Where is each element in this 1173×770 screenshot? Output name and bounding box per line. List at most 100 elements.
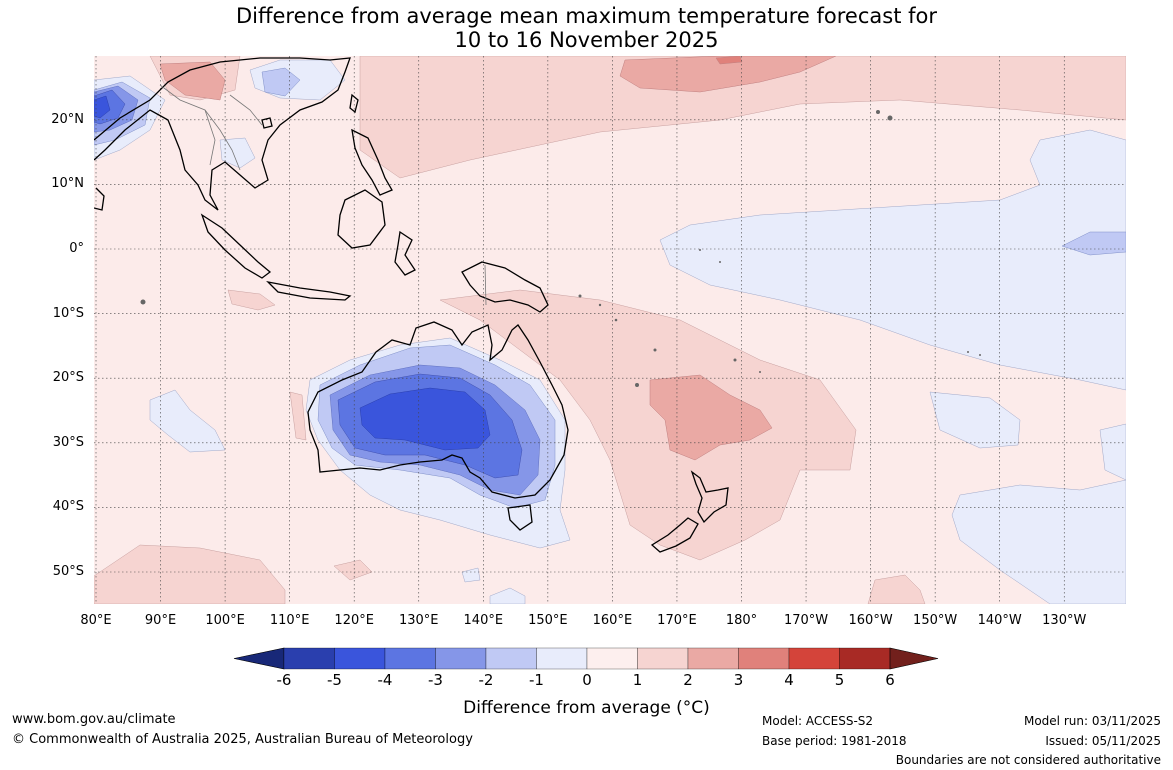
anomaly-region-warm <box>867 574 926 604</box>
anomaly-region-cold <box>261 67 301 97</box>
anomaly-region-cool <box>489 587 526 604</box>
anomaly-region-hot <box>159 61 226 101</box>
colorbar-tick-label: 2 <box>683 671 693 689</box>
new-zealand-south-coastline <box>650 517 699 553</box>
anomaly-region-cool <box>1099 423 1126 481</box>
colorbar-swatch <box>839 647 891 670</box>
anomaly-region-hot <box>619 56 837 93</box>
x-axis-label: 80°E <box>80 613 112 628</box>
coastlines <box>94 57 729 553</box>
colorbar-swatch <box>485 647 537 670</box>
colorbar-swatch <box>637 647 689 670</box>
website-link[interactable]: www.bom.gov.au/climate <box>12 712 176 727</box>
y-axis-label: 40°S <box>52 499 84 515</box>
colorbar-title: Difference from average (°C) <box>463 698 710 718</box>
graticule <box>94 56 1126 604</box>
base-period: Base period: 1981-2018 <box>762 734 907 748</box>
anomaly-region-hot <box>715 56 743 65</box>
colorbar-tick-label: -1 <box>529 671 544 689</box>
x-axis-label: 150°E <box>528 613 568 628</box>
copyright-text: © Commonwealth of Australia 2025, Austra… <box>12 732 473 747</box>
y-axis-label: 30°S <box>52 434 84 450</box>
colorbar-tick-label: 6 <box>885 671 895 689</box>
x-axis-label: 140°W <box>977 613 1022 628</box>
anomaly-region-cool <box>149 389 226 453</box>
x-axis-label: 170°E <box>657 613 697 628</box>
colorbar-tick-label: -3 <box>428 671 443 689</box>
new-guinea-coastline <box>461 261 549 313</box>
colorbar-swatch <box>586 647 638 670</box>
colorbar-tick-label: 3 <box>733 671 744 689</box>
colorbar-swatch <box>283 647 335 670</box>
y-axis-label: 0° <box>69 241 84 256</box>
taiwan-coastline <box>349 93 359 114</box>
borneo-coastline <box>337 189 386 249</box>
philippines-coastline <box>351 128 393 196</box>
colorbar-swatch <box>788 647 840 670</box>
x-axis-label: 130°E <box>398 613 439 628</box>
colorbar-swatch <box>536 647 588 670</box>
colorbar <box>233 647 939 670</box>
x-axis-label: 180° <box>725 613 758 628</box>
colorbar-tick-label: -4 <box>377 671 393 689</box>
anomaly-region-warm <box>439 289 857 561</box>
y-axis-label: 10°S <box>52 305 84 321</box>
x-axis-label: 130°W <box>1042 613 1087 628</box>
colorbar-swatch <box>384 647 436 670</box>
colorbar-tick-label: 0 <box>582 671 592 689</box>
colorbar-tick-label: -6 <box>276 671 292 689</box>
anomaly-region-warm <box>94 544 286 604</box>
map-area <box>94 56 1126 604</box>
model-run-date: Model run: 03/11/2025 <box>1023 714 1161 728</box>
y-axis-label: 50°S <box>52 564 84 579</box>
country-borders <box>159 84 487 306</box>
x-axis-label: 110°E <box>269 613 310 628</box>
colorbar-tick-label: -2 <box>478 671 494 689</box>
anomaly-region-cool <box>929 391 1021 449</box>
anomaly-region-warm <box>227 289 276 311</box>
x-axis-label: 120°E <box>334 613 374 628</box>
colorbar-swatch <box>334 647 386 670</box>
anomaly-region-warm <box>289 391 307 441</box>
x-axis-label: 140°E <box>463 613 504 628</box>
colorbar-tick-label: 1 <box>632 671 643 689</box>
issued-date: Issued: 05/11/2025 <box>1045 734 1161 748</box>
x-axis-label: 160°W <box>848 613 893 628</box>
australia-coastline <box>307 321 569 499</box>
y-axis-label: 20°S <box>52 370 84 386</box>
x-axis-label: 100°E <box>205 613 245 628</box>
java-coastline <box>266 280 352 301</box>
anomaly-region-warm <box>359 56 1126 179</box>
sri-lanka-coastline <box>94 187 105 211</box>
tasmania-coastline <box>507 504 533 531</box>
new-zealand-north-coastline <box>690 470 729 524</box>
hainan-coastline <box>261 117 273 129</box>
anomaly-region-cool <box>219 137 256 169</box>
anomaly-region-cool <box>461 567 481 583</box>
title-line-2: 10 to 16 November 2025 <box>454 28 719 52</box>
colorbar-tick-label: 5 <box>834 671 845 689</box>
pacific-islands <box>140 110 981 387</box>
sumatra-coastline <box>200 213 272 279</box>
x-axis-label: 160°E <box>592 613 633 628</box>
x-axis-label: 170°W <box>783 613 829 628</box>
colorbar-max-extension <box>889 647 939 670</box>
asia-mainland-coastline <box>94 57 351 211</box>
colorbar-min-extension <box>233 647 285 670</box>
y-axis-label: 20°N <box>51 111 84 127</box>
y-axis-label: 10°N <box>51 176 84 192</box>
colorbar-swatch <box>687 647 739 670</box>
model-name: Model: ACCESS-S2 <box>762 714 874 728</box>
x-axis-label: 90°E <box>144 613 177 628</box>
chart-title: Difference from average mean maximum tem… <box>0 4 1173 52</box>
anomaly-region-cool <box>951 479 1126 604</box>
anomaly-region-warm <box>333 559 373 581</box>
colorbar-tick-label: -5 <box>327 671 342 689</box>
anomaly-region-cool <box>659 129 1126 391</box>
anomaly-region-extreme-cold <box>359 387 491 451</box>
colorbar-swatch <box>738 647 790 670</box>
colorbar-tick-label: 4 <box>784 671 794 689</box>
colorbar-swatch <box>435 647 487 670</box>
sulawesi-coastline <box>394 230 416 276</box>
